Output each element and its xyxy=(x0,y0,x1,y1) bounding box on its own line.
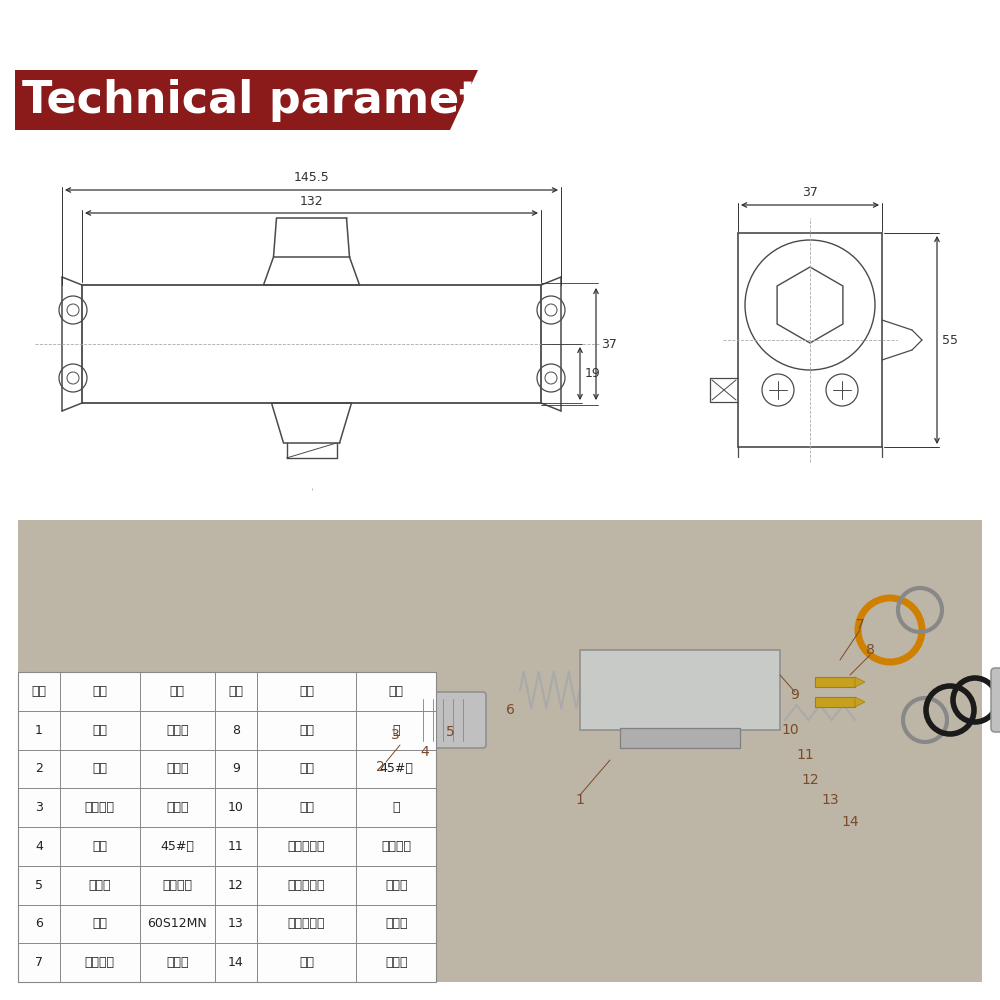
Text: 铝合金: 铝合金 xyxy=(385,956,407,969)
Text: 12: 12 xyxy=(228,879,244,892)
Text: 弹簧: 弹簧 xyxy=(92,917,107,930)
Polygon shape xyxy=(15,70,478,130)
Text: 13: 13 xyxy=(228,917,244,930)
Text: 中塞: 中塞 xyxy=(299,956,314,969)
Text: 尾塞胶圈: 尾塞胶圈 xyxy=(85,801,115,814)
Text: 中塞外胶圈: 中塞外胶圈 xyxy=(288,917,325,930)
Text: 3: 3 xyxy=(35,801,43,814)
Text: 粉末合金: 粉末合金 xyxy=(381,840,411,853)
Text: 2: 2 xyxy=(35,762,43,775)
Text: 13: 13 xyxy=(821,793,839,807)
Text: 中塞冶金套: 中塞冶金套 xyxy=(288,840,325,853)
Text: 12: 12 xyxy=(801,773,819,787)
Text: 3: 3 xyxy=(391,728,399,742)
Bar xyxy=(580,650,780,730)
Text: 10: 10 xyxy=(228,801,244,814)
Text: 55: 55 xyxy=(942,334,958,347)
Text: 铝合金: 铝合金 xyxy=(166,724,188,737)
Text: 14: 14 xyxy=(841,815,859,829)
Text: 中塞内胶圈: 中塞内胶圈 xyxy=(288,879,325,892)
FancyBboxPatch shape xyxy=(274,688,326,752)
Bar xyxy=(620,728,740,748)
FancyBboxPatch shape xyxy=(991,668,1000,732)
Text: 6: 6 xyxy=(35,917,43,930)
Bar xyxy=(18,672,436,982)
Text: 铝合金: 铝合金 xyxy=(166,762,188,775)
FancyBboxPatch shape xyxy=(415,692,486,748)
Text: 6: 6 xyxy=(506,703,514,717)
Text: 37: 37 xyxy=(802,186,818,199)
Text: 材质: 材质 xyxy=(170,685,185,698)
Text: 10: 10 xyxy=(781,723,799,737)
Text: 丁晴胶: 丁晴胶 xyxy=(385,879,407,892)
Text: 机壳: 机壳 xyxy=(92,724,107,737)
Text: 活塞: 活塞 xyxy=(92,840,107,853)
Text: 材质: 材质 xyxy=(389,685,404,698)
Text: 序号: 序号 xyxy=(32,685,47,698)
Text: 5: 5 xyxy=(35,879,43,892)
Text: 11: 11 xyxy=(228,840,244,853)
Text: 14: 14 xyxy=(228,956,244,969)
Text: 铁: 铁 xyxy=(392,724,400,737)
Text: 铁: 铁 xyxy=(392,801,400,814)
Text: 尾塞: 尾塞 xyxy=(92,762,107,775)
Text: 油芯: 油芯 xyxy=(299,724,314,737)
Text: 7: 7 xyxy=(35,956,43,969)
Text: 9: 9 xyxy=(791,688,799,702)
Text: 11: 11 xyxy=(796,748,814,762)
Text: 序号: 序号 xyxy=(228,685,243,698)
Polygon shape xyxy=(855,677,865,687)
Polygon shape xyxy=(855,697,865,707)
Text: Technical parameters: Technical parameters xyxy=(22,79,559,121)
Text: 132: 132 xyxy=(300,195,323,208)
Text: 分子: 分子 xyxy=(299,801,314,814)
Bar xyxy=(18,520,982,982)
Text: 45#锃: 45#锃 xyxy=(160,840,194,853)
Text: 8: 8 xyxy=(866,643,874,657)
Text: 8: 8 xyxy=(232,724,240,737)
Text: 7: 7 xyxy=(856,618,864,632)
Text: 45#锃: 45#锃 xyxy=(379,762,413,775)
Bar xyxy=(815,697,855,707)
Text: 名称: 名称 xyxy=(92,685,107,698)
Text: 9: 9 xyxy=(232,762,240,775)
Text: 过滤网: 过滤网 xyxy=(89,879,111,892)
Text: 5: 5 xyxy=(446,725,454,739)
Text: 37: 37 xyxy=(601,338,617,351)
Text: 不锈锃网: 不锈锃网 xyxy=(162,879,192,892)
Text: 丁晴胶: 丁晴胶 xyxy=(166,801,188,814)
Text: 4: 4 xyxy=(35,840,43,853)
Text: 4: 4 xyxy=(421,745,429,759)
Text: 1: 1 xyxy=(35,724,43,737)
Text: 60S12MN: 60S12MN xyxy=(147,917,207,930)
Text: 1: 1 xyxy=(576,793,584,807)
Text: 19: 19 xyxy=(585,367,601,380)
Text: 2: 2 xyxy=(376,760,384,774)
Text: 丁晴胶: 丁晴胶 xyxy=(385,917,407,930)
Text: 丁晴胶: 丁晴胶 xyxy=(166,956,188,969)
Text: 名称: 名称 xyxy=(299,685,314,698)
Text: 145.5: 145.5 xyxy=(294,171,329,184)
Bar xyxy=(815,677,855,687)
Text: 油芯胶圈: 油芯胶圈 xyxy=(85,956,115,969)
Text: 齿轮: 齿轮 xyxy=(299,762,314,775)
